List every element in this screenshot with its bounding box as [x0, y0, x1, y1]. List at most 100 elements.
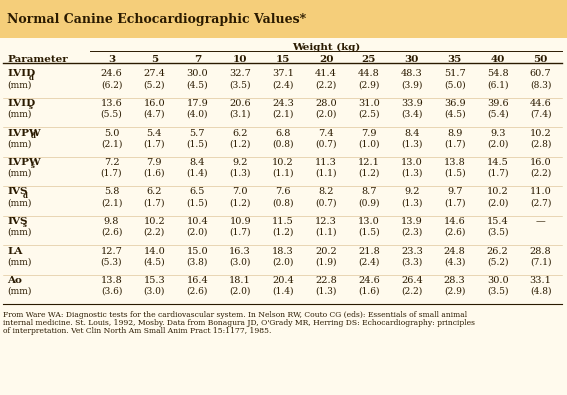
Text: 51.7: 51.7 [444, 70, 466, 79]
Text: Normal Canine Echocardiographic Values*: Normal Canine Echocardiographic Values* [7, 13, 306, 26]
Text: (2.1): (2.1) [101, 199, 122, 207]
Text: 28.3: 28.3 [444, 276, 466, 285]
Text: 44.6: 44.6 [530, 99, 552, 108]
Text: 26.2: 26.2 [486, 246, 509, 256]
Text: (2.5): (2.5) [358, 110, 380, 119]
Text: (mm): (mm) [7, 110, 31, 119]
Text: LVID: LVID [7, 99, 35, 108]
Text: (1.5): (1.5) [358, 228, 380, 237]
Text: 15.0: 15.0 [187, 246, 208, 256]
Text: (2.9): (2.9) [358, 81, 379, 90]
Text: 16.0: 16.0 [530, 158, 551, 167]
Text: (5.0): (5.0) [444, 81, 466, 90]
Text: 20: 20 [319, 55, 333, 64]
Text: 12.3: 12.3 [315, 217, 337, 226]
Text: 13.0: 13.0 [401, 158, 422, 167]
Text: (1.7): (1.7) [444, 139, 466, 149]
Text: 13.9: 13.9 [401, 217, 422, 226]
Text: 7: 7 [194, 55, 201, 64]
Text: 12.1: 12.1 [358, 158, 380, 167]
Text: (3.3): (3.3) [401, 258, 422, 267]
Text: (3.5): (3.5) [487, 287, 509, 296]
Text: (1.7): (1.7) [143, 139, 165, 149]
Text: (8.3): (8.3) [530, 81, 551, 90]
Text: 8.7: 8.7 [361, 188, 376, 196]
Text: (mm): (mm) [7, 139, 31, 149]
Text: (3.1): (3.1) [230, 110, 251, 119]
Text: (2.6): (2.6) [101, 228, 122, 237]
Text: s: s [31, 162, 35, 170]
Text: 60.7: 60.7 [530, 70, 551, 79]
Text: (7.1): (7.1) [530, 258, 551, 267]
Text: —: — [536, 217, 545, 226]
Text: (1.5): (1.5) [187, 139, 208, 149]
Text: 7.4: 7.4 [318, 128, 334, 137]
Text: 14.5: 14.5 [486, 158, 509, 167]
Text: 33.1: 33.1 [530, 276, 552, 285]
Text: 13.0: 13.0 [358, 217, 380, 226]
Text: (1.4): (1.4) [187, 169, 208, 178]
Text: Ao: Ao [7, 276, 22, 285]
Text: d: d [23, 192, 28, 199]
Text: (2.6): (2.6) [444, 228, 466, 237]
Text: 10: 10 [233, 55, 247, 64]
Text: 10.2: 10.2 [143, 217, 165, 226]
Text: IVS: IVS [7, 217, 28, 226]
Text: internal medicine. St. Louis, 1992, Mosby. Data from Bonagura JD, O'Grady MR, He: internal medicine. St. Louis, 1992, Mosb… [3, 319, 475, 327]
Text: (2.0): (2.0) [230, 287, 251, 296]
Text: 54.8: 54.8 [487, 70, 509, 79]
Text: (7.4): (7.4) [530, 110, 551, 119]
Text: (0.9): (0.9) [358, 199, 380, 207]
Text: (mm): (mm) [7, 228, 31, 237]
Text: 33.9: 33.9 [401, 99, 422, 108]
Text: (4.8): (4.8) [530, 287, 551, 296]
Text: (5.2): (5.2) [487, 258, 509, 267]
Text: 8.4: 8.4 [404, 128, 420, 137]
Text: (1.7): (1.7) [487, 169, 509, 178]
Text: (3.0): (3.0) [230, 258, 251, 267]
Text: 9.3: 9.3 [490, 128, 505, 137]
Text: (4.5): (4.5) [143, 258, 165, 267]
Text: Weight (kg): Weight (kg) [292, 43, 360, 52]
Text: 14.6: 14.6 [444, 217, 466, 226]
Text: 10.4: 10.4 [187, 217, 208, 226]
Text: (mm): (mm) [7, 81, 31, 90]
Text: 7.2: 7.2 [104, 158, 119, 167]
Text: (2.0): (2.0) [315, 110, 337, 119]
Text: (1.5): (1.5) [187, 199, 208, 207]
Text: (4.5): (4.5) [187, 81, 208, 90]
Text: (1.3): (1.3) [230, 169, 251, 178]
Text: (1.5): (1.5) [444, 169, 466, 178]
Text: s: s [29, 103, 33, 111]
Text: (6.1): (6.1) [487, 81, 509, 90]
Text: (0.7): (0.7) [315, 139, 337, 149]
Text: 6.2: 6.2 [232, 128, 248, 137]
Text: (4.0): (4.0) [187, 110, 208, 119]
Text: (3.8): (3.8) [187, 258, 208, 267]
Text: 3: 3 [108, 55, 115, 64]
Text: 9.7: 9.7 [447, 188, 463, 196]
Text: 7.9: 7.9 [147, 158, 162, 167]
Bar [0, 0, 567, 38]
Text: 15.4: 15.4 [486, 217, 509, 226]
Text: (mm): (mm) [7, 169, 31, 178]
Text: IVS: IVS [7, 188, 28, 196]
Text: 8.2: 8.2 [318, 188, 334, 196]
Text: (4.7): (4.7) [143, 110, 165, 119]
Text: 23.3: 23.3 [401, 246, 423, 256]
Text: (3.5): (3.5) [487, 228, 509, 237]
Text: (1.1): (1.1) [315, 228, 337, 237]
Text: s: s [23, 221, 27, 229]
Text: 21.8: 21.8 [358, 246, 380, 256]
Text: (1.6): (1.6) [143, 169, 165, 178]
Text: (4.5): (4.5) [444, 110, 466, 119]
Text: 6.2: 6.2 [147, 188, 162, 196]
Text: 22.8: 22.8 [315, 276, 337, 285]
Text: 36.9: 36.9 [444, 99, 466, 108]
Text: LVPW: LVPW [7, 128, 41, 137]
Text: (1.2): (1.2) [230, 199, 251, 207]
Text: LA: LA [7, 246, 22, 256]
Text: 24.6: 24.6 [358, 276, 380, 285]
Text: 32.7: 32.7 [229, 70, 251, 79]
Text: 20.4: 20.4 [272, 276, 294, 285]
